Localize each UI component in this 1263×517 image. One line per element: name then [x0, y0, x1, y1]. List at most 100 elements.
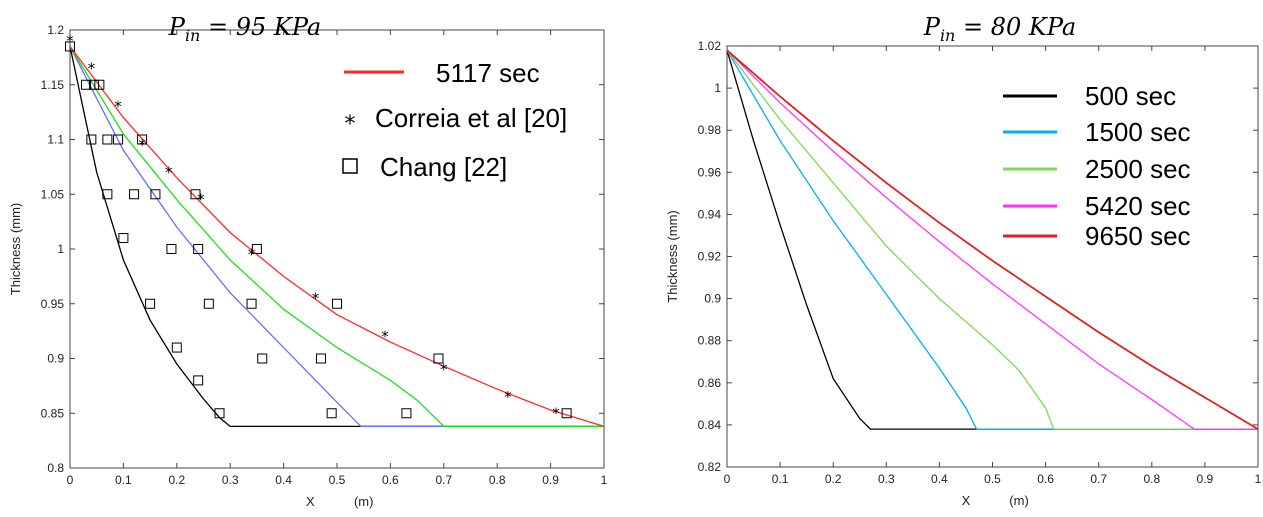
chart1-y-tick-label: 1.05	[41, 187, 65, 201]
chart2-title-main: P	[923, 13, 941, 41]
chart1-x-tick-label: 0.4	[275, 473, 292, 487]
chart1-x-tick-label: 0	[67, 473, 74, 487]
chart1-square-marker	[102, 189, 113, 200]
chart1-title-sub: in	[185, 26, 200, 45]
chart1-x-tick-label: 0.7	[435, 473, 452, 487]
legend-left-label: 5117 sec	[436, 58, 540, 88]
chart1-square-marker	[129, 189, 140, 200]
chart1-x-tick-label: 0.8	[489, 473, 506, 487]
legend-right-label: 1500 sec	[1085, 117, 1191, 147]
chart2-x-tick-label: 0	[724, 472, 731, 486]
chart1-series-line	[69, 46, 604, 428]
chart2-x-tick-label: 1	[1255, 472, 1262, 486]
chart1-y-tick-label: 1	[57, 242, 64, 256]
chart2-y-tick-label: 1.02	[698, 39, 722, 53]
chart1-square-marker	[81, 79, 92, 90]
legend-left-star-swatch: *	[345, 112, 356, 137]
chart2-x-tick-label: 0.8	[1143, 472, 1160, 486]
legend-right-label: 500 sec	[1085, 81, 1176, 111]
chart2-x-tick-label: 0.3	[878, 472, 895, 486]
chart1-y-tick-label: 0.9	[47, 352, 64, 366]
chart1-square-marker	[203, 298, 214, 309]
chart2-y-tick-label: 0.98	[698, 123, 722, 137]
chart1-x-unit: (m)	[354, 494, 374, 509]
legend-right-label: 9650 sec	[1085, 221, 1191, 251]
chart1-x-label: X	[306, 494, 315, 509]
chart1-square-marker	[113, 134, 124, 145]
chart2-x-tick-label: 0.4	[931, 472, 948, 486]
chart2-x-tick-label: 0.2	[825, 472, 842, 486]
chart1-star-marker: *	[440, 360, 448, 378]
chart1-y-label: Thickness (mm)	[8, 203, 23, 295]
chart2-y-tick-label: 1	[714, 81, 721, 95]
chart2-title: Pin = 80 KPa	[923, 13, 1076, 45]
chart1-square-marker	[102, 134, 113, 145]
chart1-square-marker	[433, 353, 444, 364]
chart1-series-line	[69, 46, 604, 428]
chart1-square-marker	[94, 79, 105, 90]
chart1-square-marker	[171, 342, 182, 353]
chart1-title: Pin = 95 KPa	[168, 13, 321, 45]
chart2-x-tick-label: 0.1	[772, 472, 789, 486]
chart1-series-line	[69, 46, 604, 428]
chart2-x-tick-label: 0.7	[1090, 472, 1107, 486]
chart1-y-tick-label: 1.2	[47, 23, 64, 37]
chart1-square-marker	[332, 298, 342, 309]
chart1-square-marker	[137, 134, 148, 145]
chart1-x-tick-label: 0.1	[115, 473, 132, 487]
chart1-y-tick-label: 0.85	[41, 406, 65, 420]
chart1-star-marker: *	[248, 245, 256, 263]
chart2-y-label: Thickness (mm)	[665, 210, 680, 302]
chart1-star-marker: *	[312, 289, 320, 307]
chart2-x-tick-label: 0.9	[1197, 472, 1214, 486]
chart2-x-label: X	[962, 493, 971, 508]
chart2-x-tick-label: 0.6	[1037, 472, 1054, 486]
chart1-square-marker	[246, 298, 257, 309]
chart1-square-marker	[150, 189, 161, 200]
chart2-title-rest: = 80 KPa	[955, 13, 1076, 41]
chart1-star-marker: *	[138, 136, 146, 154]
chart1-series-line	[69, 46, 605, 428]
chart1-star-marker: *	[165, 163, 173, 181]
chart1-y-tick-label: 1.1	[47, 133, 64, 147]
chart2-series-line	[726, 49, 1259, 430]
chart1-square-marker	[89, 79, 100, 90]
legend-left-label: Chang [22]	[380, 152, 507, 182]
chart1-square-marker	[401, 408, 412, 419]
chart1-star-marker: *	[197, 191, 205, 209]
chart1-square-marker	[561, 408, 572, 419]
chart1-square-marker	[193, 375, 204, 386]
chart1-square-marker	[166, 244, 177, 254]
chart1-x-tick-label: 0.5	[329, 473, 346, 487]
chart1-title-rest: = 95 KPa	[200, 13, 321, 41]
chart1-square-marker	[65, 41, 75, 52]
chart1-square-marker	[86, 134, 97, 145]
chart1-square-marker	[193, 244, 204, 254]
chart1-title-main: P	[168, 13, 186, 41]
chart1-square-marker	[145, 298, 156, 309]
chart1-star-marker: *	[552, 404, 560, 422]
chart2-title-sub: in	[940, 26, 955, 45]
chart1-square-marker	[190, 189, 201, 200]
chart1-square-marker	[315, 353, 326, 364]
legend-left-square-swatch	[342, 158, 358, 174]
chart2-y-tick-label: 0.92	[698, 250, 722, 264]
legend-right-label: 2500 sec	[1085, 154, 1191, 184]
chart2-series-line	[726, 50, 1258, 430]
chart2-series-line	[726, 49, 1258, 430]
chart1-x-tick-label: 0.3	[222, 473, 239, 487]
chart1-star-marker: *	[114, 98, 122, 116]
chart2-series-line	[726, 49, 1258, 430]
chart1-y-tick-label: 0.8	[47, 461, 64, 475]
chart1-square-marker	[118, 233, 129, 244]
chart1-x-tick-label: 0.2	[168, 473, 185, 487]
chart2-y-tick-label: 0.84	[698, 418, 722, 432]
chart1-x-tick-label: 0.6	[382, 473, 399, 487]
chart1-star-marker: *	[381, 328, 389, 346]
chart2-y-tick-label: 0.94	[698, 207, 722, 221]
chart2-series-line	[726, 49, 1258, 430]
chart1-square-marker	[326, 408, 337, 419]
chart1-x-tick-label: 1	[601, 473, 608, 487]
legend-right-label: 5420 sec	[1085, 191, 1191, 221]
chart2-y-tick-label: 0.96	[698, 165, 722, 179]
